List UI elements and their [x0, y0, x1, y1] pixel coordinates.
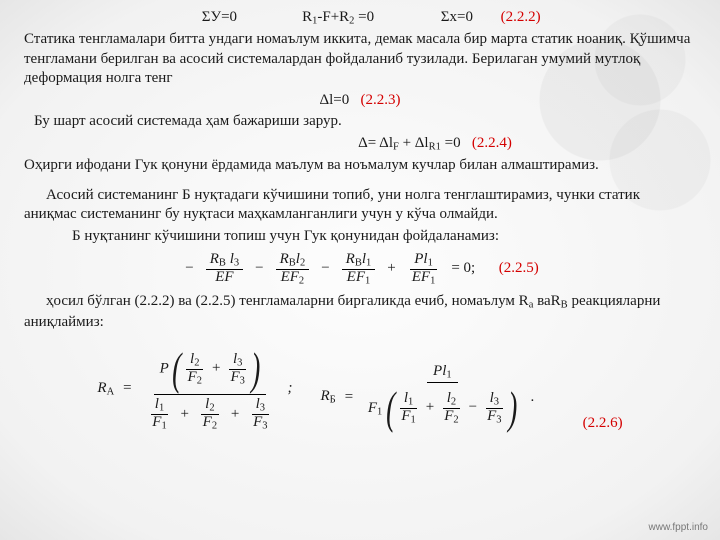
- eq-r: R1-F+R2 =0: [263, 8, 413, 28]
- eq-label-225: (2.2.5): [499, 259, 539, 279]
- equation-row-1: ΣУ=0 R1-F+R2 =0 Σx=0 (2.2.2): [24, 8, 696, 28]
- eq-label-222: (2.2.2): [501, 9, 541, 25]
- paragraph-2: Бу шарт асосий системада ҳам бажариши за…: [34, 112, 696, 132]
- footer-link: www.fppt.info: [649, 521, 708, 534]
- equation-224: Δ= ΔlF + ΔlR1 =0 (2.2.4): [24, 134, 696, 154]
- paragraph-5: Б нуқтанинг кўчишини топиш учун Гук қону…: [72, 227, 696, 247]
- equation-225: − RB l3EF − RBl2EF2 − RBl1EF1 + Pl1EF1 =…: [24, 252, 696, 286]
- paragraph-1: Статика тенгламалари битта ундаги номаъл…: [24, 30, 696, 89]
- eq-sx: Σx=0: [417, 8, 497, 28]
- eq-sy: ΣУ=0: [179, 8, 259, 28]
- paragraph-4: Асосий системанинг Б нуқтадаги кўчишини …: [24, 186, 696, 225]
- equation-223: Δl=0 (2.2.3): [24, 91, 696, 111]
- paragraph-6: ҳосил бўлган (2.2.2) ва (2.2.5) тенглама…: [24, 292, 696, 332]
- paragraph-3: Оҳирги ифодани Гук қонуни ёрдамида маълу…: [24, 156, 696, 176]
- eq-label-226: (2.2.6): [583, 414, 623, 434]
- equation-226: RA= P ( l2F2 + l3F3 ) l1F1 + l2F2 +: [24, 344, 696, 433]
